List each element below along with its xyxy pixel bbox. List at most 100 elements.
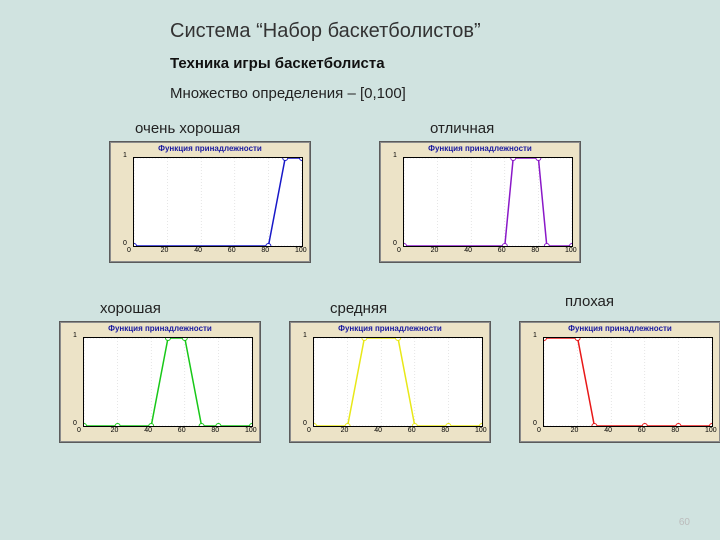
marker-icon xyxy=(149,424,154,427)
plot-svg xyxy=(314,338,482,426)
page-number: 60 xyxy=(679,517,690,528)
xtick-label: 60 xyxy=(178,427,186,434)
plot-area xyxy=(313,337,483,427)
xtick-label: 60 xyxy=(498,247,506,254)
marker-icon xyxy=(536,158,541,161)
xtick-label: 80 xyxy=(211,427,219,434)
chart-label-excellent: отличная xyxy=(430,120,494,137)
ytick-label: 1 xyxy=(533,332,537,339)
marker-icon xyxy=(710,424,713,427)
marker-icon xyxy=(575,338,580,341)
marker-icon xyxy=(250,424,253,427)
plot-svg xyxy=(84,338,252,426)
xtick-label: 40 xyxy=(604,427,612,434)
xtick-label: 0 xyxy=(127,247,131,254)
xtick-label: 20 xyxy=(161,247,169,254)
marker-icon xyxy=(404,244,407,247)
marker-icon xyxy=(544,244,549,247)
ytick-label: 1 xyxy=(393,152,397,159)
marker-icon xyxy=(362,338,367,341)
xtick-label: 60 xyxy=(408,427,416,434)
xtick-label: 80 xyxy=(261,247,269,254)
xtick-label: 100 xyxy=(705,427,717,434)
chart-inner-title: Функция принадлежности xyxy=(61,324,259,333)
xtick-label: 100 xyxy=(245,427,257,434)
marker-icon xyxy=(216,424,221,427)
marker-icon xyxy=(266,244,271,247)
xtick-label: 80 xyxy=(531,247,539,254)
xtick-label: 0 xyxy=(77,427,81,434)
marker-icon xyxy=(480,424,483,427)
marker-icon xyxy=(502,244,507,247)
ytick-label: 0 xyxy=(533,420,537,427)
ytick-label: 1 xyxy=(123,152,127,159)
xtick-label: 60 xyxy=(638,427,646,434)
xtick-label: 80 xyxy=(671,427,679,434)
marker-icon xyxy=(166,338,171,341)
membership-line xyxy=(314,338,482,426)
xtick-label: 0 xyxy=(537,427,541,434)
page-subtitle: Техника игры баскетболиста xyxy=(170,55,385,72)
chart-inner-title: Функция принадлежности xyxy=(521,324,719,333)
marker-icon xyxy=(446,424,451,427)
xtick-label: 0 xyxy=(307,427,311,434)
xtick-label: 20 xyxy=(431,247,439,254)
xtick-label: 0 xyxy=(397,247,401,254)
marker-icon xyxy=(115,424,120,427)
page-title: Система “Набор баскетболистов” xyxy=(170,20,481,43)
marker-icon xyxy=(199,424,204,427)
marker-icon xyxy=(511,158,516,161)
ytick-label: 0 xyxy=(123,240,127,247)
ytick-label: 0 xyxy=(393,240,397,247)
marker-icon xyxy=(396,338,401,341)
xtick-label: 40 xyxy=(464,247,472,254)
chart-label-bad: плохая xyxy=(565,293,614,310)
marker-icon xyxy=(412,424,417,427)
marker-icon xyxy=(345,424,350,427)
xtick-label: 100 xyxy=(475,427,487,434)
ytick-label: 0 xyxy=(73,420,77,427)
ytick-label: 1 xyxy=(73,332,77,339)
xtick-label: 80 xyxy=(441,427,449,434)
chart-excellent: Функция принадлежности 0 20 40 60 80 100 0 1 xyxy=(380,142,580,262)
xtick-label: 40 xyxy=(374,427,382,434)
marker-icon xyxy=(676,424,681,427)
domain-definition: Множество определения – [0,100] xyxy=(170,85,406,102)
xtick-label: 20 xyxy=(341,427,349,434)
ytick-label: 1 xyxy=(303,332,307,339)
chart-label-average: средняя xyxy=(330,300,387,317)
marker-icon xyxy=(84,424,87,427)
xtick-label: 40 xyxy=(144,427,152,434)
marker-icon xyxy=(134,244,137,247)
chart-inner-title: Функция принадлежности xyxy=(291,324,489,333)
chart-inner-title: Функция принадлежности xyxy=(381,144,579,153)
marker-icon xyxy=(592,424,597,427)
xtick-label: 60 xyxy=(228,247,236,254)
marker-icon xyxy=(314,424,317,427)
marker-icon xyxy=(283,158,288,161)
marker-icon xyxy=(642,424,647,427)
marker-icon xyxy=(300,158,303,161)
membership-line xyxy=(544,338,712,426)
chart-average: Функция принадлежности 0 20 40 60 80 100 0 1 xyxy=(290,322,490,442)
xtick-label: 20 xyxy=(111,427,119,434)
membership-line xyxy=(134,158,302,246)
chart-very_good: Функция принадлежности 0 20 40 60 80 100 0 1 xyxy=(110,142,310,262)
marker-icon xyxy=(182,338,187,341)
xtick-label: 100 xyxy=(565,247,577,254)
xtick-label: 100 xyxy=(295,247,307,254)
xtick-label: 40 xyxy=(194,247,202,254)
membership-line xyxy=(84,338,252,426)
marker-icon xyxy=(544,338,547,341)
chart-label-good: хорошая xyxy=(100,300,161,317)
plot-svg xyxy=(404,158,572,246)
ytick-label: 0 xyxy=(303,420,307,427)
chart-good: Функция принадлежности 0 20 40 60 80 100 0 1 xyxy=(60,322,260,442)
xtick-label: 20 xyxy=(571,427,579,434)
chart-label-very_good: очень хорошая xyxy=(135,120,240,137)
chart-inner-title: Функция принадлежности xyxy=(111,144,309,153)
plot-area xyxy=(83,337,253,427)
plot-area xyxy=(403,157,573,247)
membership-line xyxy=(404,158,572,246)
marker-icon xyxy=(570,244,573,247)
